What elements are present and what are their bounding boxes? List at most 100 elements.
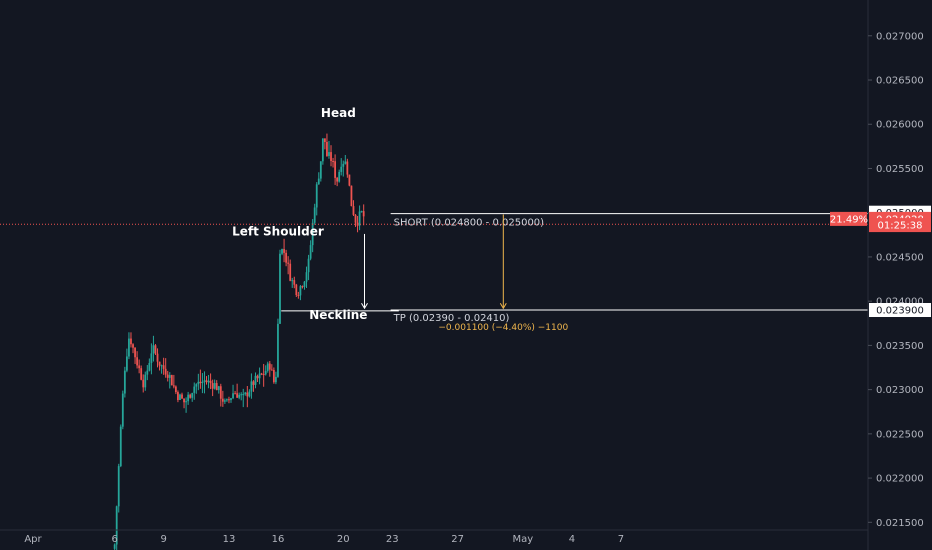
- candle-body: [293, 280, 296, 285]
- candle-body: [313, 207, 316, 223]
- time-tick-label: May: [513, 534, 534, 545]
- candle-body: [283, 249, 285, 253]
- annotation-neckline: Neckline: [309, 308, 367, 322]
- candle-body: [138, 365, 141, 369]
- candle-body: [160, 365, 163, 367]
- candle-body: [330, 152, 332, 161]
- candle-body: [181, 394, 183, 399]
- candle-body: [113, 544, 116, 549]
- time-axis[interactable]: Apr 6 9 13 16 20 23 27 May 4 7: [0, 529, 868, 545]
- price-tick-label: 0.027000: [876, 31, 924, 42]
- tp-zone-label: TP (0.02390 - 0.02410): [393, 313, 510, 324]
- candle-body: [311, 222, 314, 246]
- candle-body: [221, 398, 224, 402]
- candle-body: [358, 211, 361, 226]
- candle-body: [240, 394, 243, 396]
- price-axis[interactable]: 0.021500 0.022000 0.022500 0.023000 0.023500…: [867, 0, 924, 550]
- candle-body: [336, 177, 339, 182]
- candle-body: [130, 338, 132, 345]
- candle-body: [266, 363, 269, 371]
- candle-body: [248, 391, 251, 397]
- time-tick-label: 23: [386, 534, 399, 545]
- candle-body: [297, 294, 300, 296]
- candle-body: [344, 161, 347, 164]
- candle-body: [177, 392, 179, 400]
- annotation-head: Head: [321, 106, 356, 120]
- candle-body: [174, 386, 177, 393]
- candle-body: [323, 138, 326, 142]
- candle-body: [125, 356, 128, 371]
- candle-body: [270, 369, 273, 371]
- price-tick-label: 0.025500: [876, 164, 924, 175]
- candle-body: [334, 161, 337, 178]
- candle-body: [272, 369, 275, 383]
- candle-body: [117, 466, 120, 507]
- candle-body: [148, 362, 151, 371]
- price-tick-label: 0.022000: [876, 474, 924, 485]
- candle-body: [246, 392, 249, 397]
- candle-body: [119, 426, 122, 467]
- candle-body: [201, 381, 204, 384]
- candle-body: [136, 357, 139, 366]
- candle-body: [264, 370, 267, 375]
- candle-body: [199, 381, 202, 384]
- price-tick-label: 0.021500: [876, 518, 924, 529]
- price-tick-label: 0.022500: [876, 429, 924, 440]
- candle-body: [354, 214, 357, 223]
- price-badges: 0.0250000.02492821.49%01:25:380.023900: [830, 205, 931, 318]
- candle-body: [121, 393, 124, 427]
- candle-body: [244, 392, 247, 395]
- time-tick-label: 4: [569, 534, 575, 545]
- chart-drawings: SHORT (0.024800 - 0.025000) TP (0.02390 -…: [0, 106, 868, 333]
- candle-body: [360, 211, 363, 213]
- measure-label: −0.001100 (−4.40%) −1100: [438, 323, 568, 333]
- annotation-left-shoulder: Left Shoulder: [232, 225, 324, 239]
- price-tick-label: 0.026500: [876, 76, 924, 87]
- candle-body: [223, 400, 226, 402]
- candle-body: [217, 386, 220, 391]
- short-zone-label: SHORT (0.024800 - 0.025000): [394, 218, 545, 229]
- candle-body: [279, 253, 281, 324]
- candle-body: [232, 393, 234, 399]
- price-badge: [869, 303, 931, 318]
- price-badge-text: 01:25:38: [878, 221, 923, 232]
- candle-body: [291, 280, 294, 282]
- time-tick-label: 20: [337, 534, 350, 545]
- candle-body: [205, 380, 208, 383]
- candle-body: [197, 381, 200, 385]
- candle-body: [281, 249, 283, 254]
- candle-body: [144, 374, 147, 388]
- candle-body: [268, 363, 271, 370]
- candle-body: [168, 375, 171, 378]
- candle-body: [203, 380, 206, 382]
- candle-body: [342, 163, 345, 167]
- time-tick-label: 27: [451, 534, 464, 545]
- price-badge-text: 0.023900: [876, 306, 924, 317]
- candle-body: [128, 338, 130, 357]
- candle-body: [285, 252, 288, 263]
- candle-body: [340, 166, 343, 172]
- price-tick-label: 0.023500: [876, 341, 924, 352]
- candle-body: [154, 345, 157, 354]
- candle-body: [152, 345, 155, 354]
- candle-body: [254, 375, 257, 385]
- price-tick-label: 0.026000: [876, 120, 924, 131]
- candle-body: [350, 185, 353, 207]
- candle-body: [142, 379, 145, 388]
- candle-body: [260, 373, 263, 375]
- candle-body: [228, 399, 230, 401]
- candle-body: [303, 281, 306, 287]
- candle-body: [236, 393, 239, 398]
- candle-body: [315, 184, 318, 208]
- candle-body: [179, 394, 181, 400]
- candle-body: [234, 393, 236, 395]
- candle-body: [307, 258, 310, 273]
- candle-body: [262, 374, 265, 376]
- candle-body: [211, 383, 214, 389]
- candle-body: [219, 386, 222, 399]
- candle-body: [134, 347, 136, 358]
- price-tick-label: 0.024000: [876, 297, 924, 308]
- candle-body: [328, 152, 330, 156]
- candle-body: [242, 394, 245, 396]
